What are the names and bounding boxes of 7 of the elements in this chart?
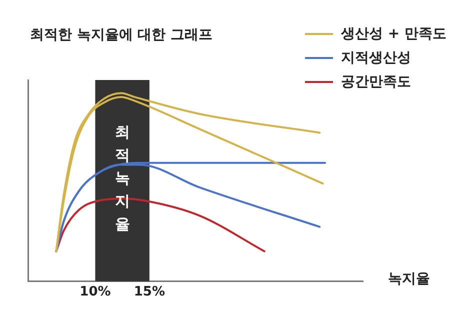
x-axis-title: 녹지율 <box>388 271 430 288</box>
legend-label: 생산성 + 만족도 <box>341 25 446 43</box>
legend-label: 지적생산성 <box>341 49 411 67</box>
legend-label: 공간만족도 <box>341 73 411 91</box>
chart-title: 최적한 녹지율에 대한 그래프 <box>30 26 213 44</box>
x-tick-label: 10% <box>80 284 111 300</box>
x-tick-label: 15% <box>134 284 165 300</box>
